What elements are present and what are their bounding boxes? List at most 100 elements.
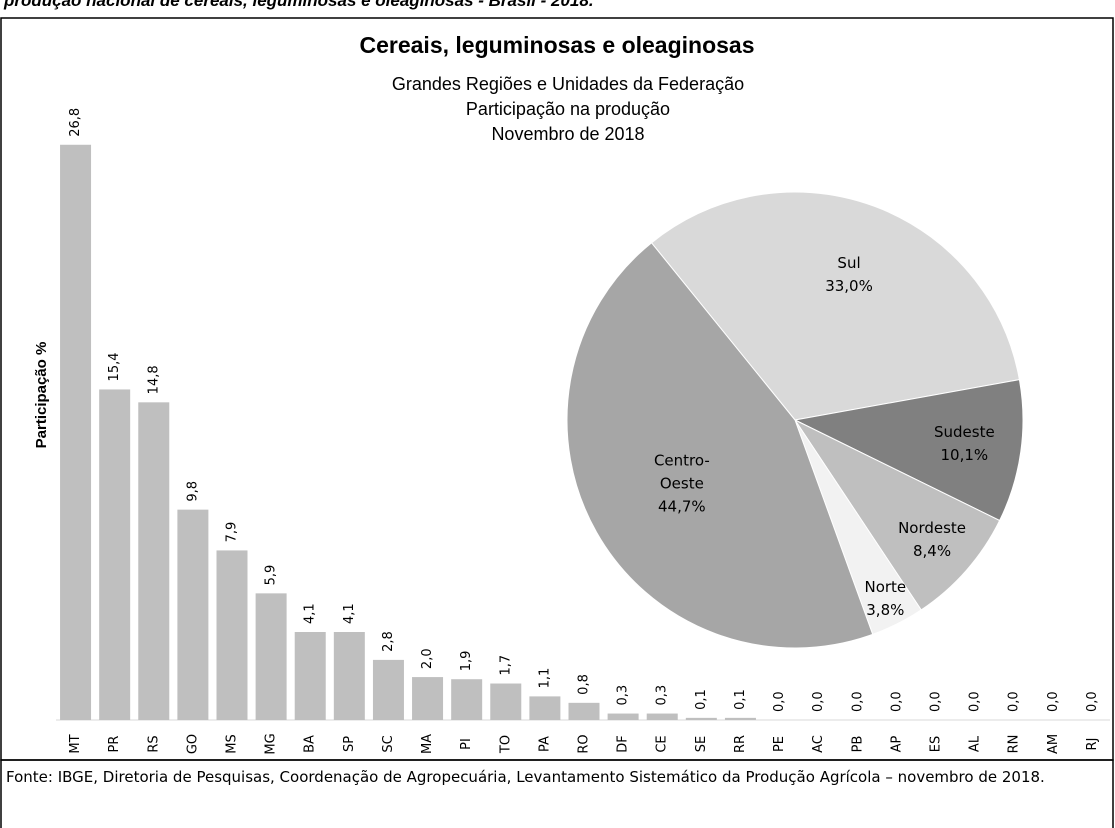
value-label: 0,1	[694, 689, 709, 710]
subtitle: Novembro de 2018	[491, 124, 644, 144]
value-label: 0,0	[1007, 691, 1022, 712]
x-tick-label: MT	[68, 734, 83, 753]
value-label: 1,9	[459, 651, 474, 672]
slice-value: 10,1%	[940, 445, 989, 464]
pie-slice	[793, 379, 1024, 522]
value-label: 4,1	[303, 603, 318, 624]
bar	[529, 696, 561, 720]
bar	[372, 659, 404, 720]
x-tick-label: RJ	[1085, 738, 1100, 751]
x-tick-label: MA	[420, 734, 435, 754]
value-label: 2,0	[420, 648, 435, 669]
bar	[255, 593, 287, 720]
bar	[294, 631, 326, 720]
bar	[646, 713, 678, 720]
x-tick-label: DF	[616, 735, 631, 753]
value-label: 0,8	[577, 674, 592, 695]
subtitle: Participação na produção	[466, 99, 670, 119]
bar	[607, 713, 639, 720]
bar	[724, 717, 756, 720]
value-label: 7,9	[225, 522, 240, 543]
x-tick-label: AC	[811, 735, 826, 753]
slice-name: Sudeste	[933, 422, 995, 441]
value-label: 14,8	[146, 365, 161, 394]
value-label: 26,8	[68, 108, 83, 137]
slice-value: 33,0%	[825, 276, 873, 295]
value-label: 0,0	[1085, 691, 1100, 712]
slice-label: Norte 3,8%	[845, 576, 925, 622]
bar	[216, 550, 248, 720]
x-tick-label: PR	[107, 736, 122, 753]
x-tick-label: PE	[772, 736, 787, 752]
value-label: 0,0	[811, 691, 826, 712]
x-tick-label: PB	[850, 736, 865, 753]
value-label: 0,0	[889, 691, 904, 712]
slice-name: Sul	[837, 253, 861, 272]
x-tick-label: RS	[146, 735, 161, 752]
x-tick-label: MS	[225, 734, 240, 753]
x-tick-label: ES	[929, 736, 944, 752]
bar	[685, 717, 717, 720]
value-label: 4,1	[342, 603, 357, 624]
slice-name: Nordeste	[898, 519, 967, 538]
y-axis-label: Participação %	[33, 342, 50, 449]
x-tick-label: PA	[537, 736, 552, 752]
x-tick-label: TO	[498, 735, 513, 754]
slice-label: Sul 33,0%	[809, 252, 889, 298]
value-label: 15,4	[107, 352, 122, 381]
x-tick-label: GO	[185, 734, 200, 754]
x-tick-label: RR	[733, 735, 748, 753]
x-tick-label: SC	[381, 735, 396, 752]
value-label: 1,7	[498, 655, 513, 676]
x-tick-label: AP	[889, 735, 904, 752]
x-tick-label: MG	[264, 733, 279, 754]
bar	[177, 509, 209, 720]
x-tick-label: PI	[459, 738, 474, 750]
pie-slice	[566, 242, 874, 649]
bar	[99, 389, 131, 720]
pie-slice	[793, 418, 1001, 611]
slice-label: Nordeste 8,4%	[892, 517, 972, 563]
value-label: 1,1	[537, 668, 552, 689]
value-label: 0,0	[929, 691, 944, 712]
slice-name: Norte	[864, 578, 907, 597]
slice-label: Sudeste 10,1%	[924, 421, 1004, 467]
bar	[490, 683, 522, 720]
value-label: 0,0	[772, 691, 787, 712]
x-tick-label: BA	[303, 735, 318, 753]
header: produção nacional de cereais, leguminosa…	[4, 0, 594, 10]
value-label: 0,1	[733, 689, 748, 710]
footer: Fonte: IBGE, Diretoria de Pesquisas, Coo…	[6, 768, 1045, 786]
bar	[451, 679, 483, 720]
value-label: 0,3	[616, 685, 631, 706]
value-label: 0,0	[1046, 691, 1061, 712]
bar	[333, 631, 365, 720]
slice-name: Centro-Oeste	[653, 451, 710, 493]
x-tick-label: RO	[577, 734, 592, 753]
subtitle: Grandes Regiões e Unidades da Federação	[392, 74, 744, 94]
x-tick-label: SE	[694, 736, 709, 752]
x-tick-label: AM	[1046, 734, 1061, 754]
value-label: 5,9	[264, 565, 279, 586]
bar	[60, 144, 92, 720]
x-tick-label: SP	[342, 736, 357, 752]
slice-value: 44,7%	[658, 497, 706, 516]
bar	[138, 402, 170, 720]
value-label: 0,3	[655, 685, 670, 706]
slice-value: 8,4%	[913, 542, 952, 561]
x-tick-label: AL	[968, 735, 983, 752]
slice-label: Centro-Oeste 44,7%	[642, 449, 722, 518]
pie-slice	[650, 191, 1020, 421]
bar	[412, 677, 444, 720]
value-label: 0,0	[850, 691, 865, 712]
x-tick-label: RN	[1007, 735, 1022, 754]
x-tick-label: CE	[655, 735, 670, 752]
footer-frame	[0, 759, 1114, 828]
slice-value: 3,8%	[866, 601, 905, 620]
value-label: 0,0	[968, 691, 983, 712]
chart-title: Cereais, leguminosas e oleaginosas	[360, 32, 755, 58]
bar	[568, 702, 600, 720]
value-label: 2,8	[381, 631, 396, 652]
